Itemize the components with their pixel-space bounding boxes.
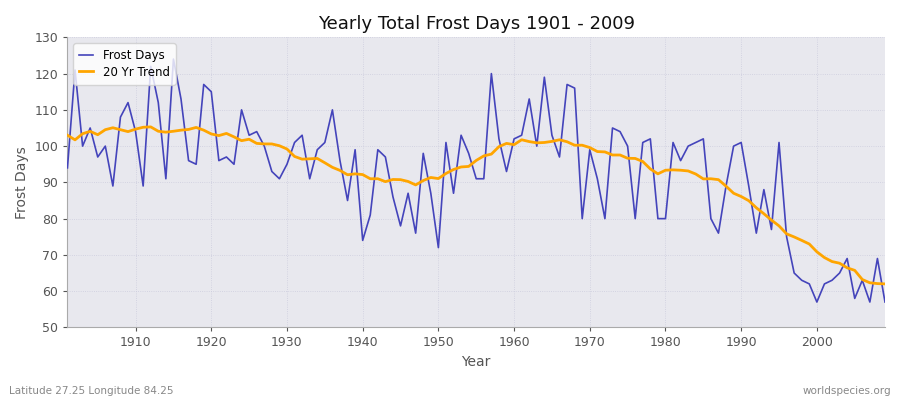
Text: worldspecies.org: worldspecies.org — [803, 386, 891, 396]
20 Yr Trend — [62, 133, 73, 138]
Line: 20 Yr Trend: 20 Yr Trend — [68, 127, 885, 284]
20 Yr Trend — [145, 124, 156, 129]
Text: Latitude 27.25 Longitude 84.25: Latitude 27.25 Longitude 84.25 — [9, 386, 174, 396]
Frost Days — [508, 136, 519, 141]
20 Yr Trend — [879, 282, 890, 286]
Frost Days — [297, 133, 308, 138]
Frost Days — [879, 300, 890, 304]
Frost Days — [812, 300, 823, 304]
Frost Days — [608, 126, 618, 130]
Legend: Frost Days, 20 Yr Trend: Frost Days, 20 Yr Trend — [74, 43, 176, 84]
Frost Days — [168, 57, 179, 62]
20 Yr Trend — [122, 129, 133, 134]
20 Yr Trend — [297, 157, 308, 162]
20 Yr Trend — [508, 142, 519, 147]
Title: Yearly Total Frost Days 1901 - 2009: Yearly Total Frost Days 1901 - 2009 — [318, 15, 634, 33]
Y-axis label: Frost Days: Frost Days — [15, 146, 29, 219]
Frost Days — [122, 100, 133, 105]
Frost Days — [62, 166, 73, 170]
Frost Days — [342, 198, 353, 203]
Frost Days — [517, 133, 527, 138]
20 Yr Trend — [517, 137, 527, 142]
Line: Frost Days: Frost Days — [68, 59, 885, 302]
X-axis label: Year: Year — [462, 355, 490, 369]
20 Yr Trend — [608, 152, 618, 157]
20 Yr Trend — [342, 172, 353, 177]
